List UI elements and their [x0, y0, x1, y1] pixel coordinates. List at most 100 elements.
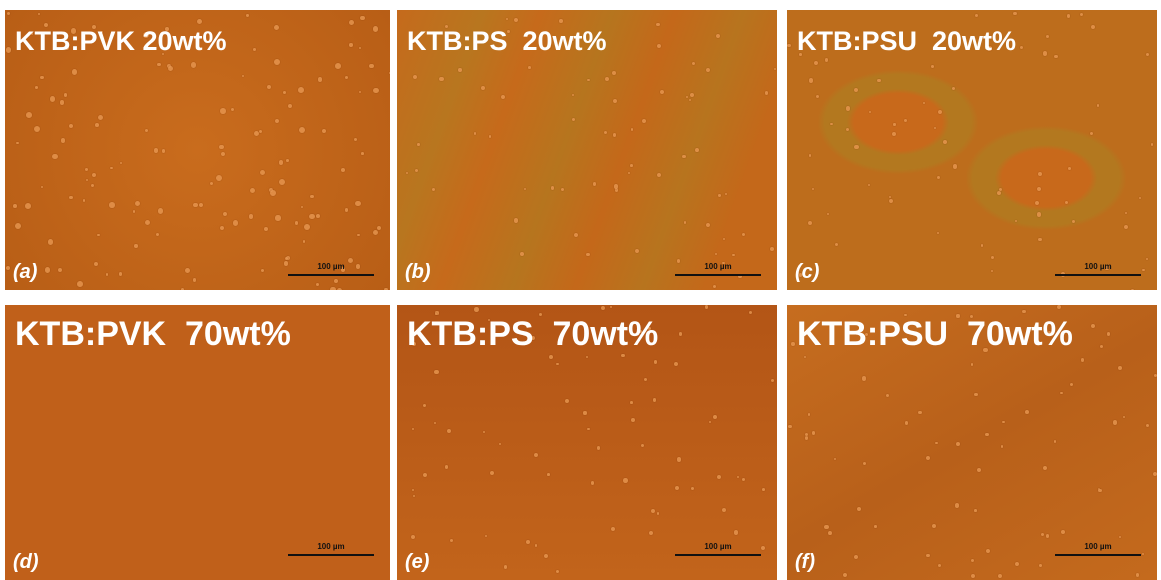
particle	[641, 444, 644, 447]
particle	[1131, 289, 1133, 290]
particle	[92, 173, 96, 177]
particle	[415, 169, 418, 172]
particle	[1146, 258, 1148, 260]
particle	[286, 159, 289, 162]
particle	[1065, 201, 1069, 205]
particle	[938, 110, 942, 114]
scale-bar: 100 µm	[675, 274, 761, 276]
particle	[689, 99, 691, 101]
particle	[221, 152, 225, 156]
particle	[254, 131, 259, 136]
scale-bar: 100 µm	[288, 554, 374, 556]
particle	[991, 270, 993, 272]
particle	[857, 507, 861, 511]
particle	[445, 465, 448, 468]
particle	[1043, 51, 1047, 55]
particle	[458, 68, 461, 71]
particle	[1038, 172, 1042, 176]
particle	[991, 256, 994, 259]
particle	[591, 481, 595, 485]
particle	[1123, 416, 1125, 418]
particle	[986, 549, 990, 553]
particle	[41, 186, 43, 188]
particle	[812, 431, 816, 435]
particle	[447, 429, 451, 433]
particle	[1002, 421, 1005, 424]
particle	[316, 283, 319, 286]
particle	[869, 111, 871, 113]
particle	[1015, 220, 1017, 222]
particle	[270, 190, 276, 196]
particle	[283, 91, 286, 94]
particle	[1061, 530, 1065, 534]
particle	[561, 188, 564, 191]
particle	[474, 307, 478, 311]
particle	[770, 247, 774, 251]
particle	[868, 184, 870, 186]
panel-label: (b)	[405, 261, 431, 284]
particle	[601, 306, 605, 310]
particle	[597, 446, 600, 449]
particle	[809, 154, 811, 156]
particle	[656, 23, 660, 27]
particle	[220, 108, 226, 114]
micrograph-panel: KTB:PS 70wt%(e)100 µm	[397, 305, 777, 580]
particle	[417, 143, 419, 145]
particle	[682, 155, 685, 158]
particle	[1107, 332, 1111, 336]
particle	[1070, 383, 1073, 386]
particle	[1037, 187, 1041, 191]
particle	[499, 443, 501, 445]
particle	[259, 130, 262, 133]
particle	[889, 199, 893, 203]
micrograph-panel: KTB:PVK 20wt%(a)100 µm	[5, 10, 390, 290]
particle	[717, 475, 721, 479]
particle	[275, 215, 280, 220]
particle	[630, 401, 633, 404]
particle	[905, 421, 909, 425]
particle	[199, 203, 203, 207]
particle	[587, 428, 589, 430]
particle	[1054, 55, 1058, 59]
particle	[1060, 392, 1062, 394]
particle	[373, 88, 378, 93]
particle	[877, 79, 881, 83]
particle	[288, 104, 292, 108]
particle	[181, 288, 184, 290]
particle	[886, 394, 889, 397]
particle	[644, 378, 648, 382]
particle	[275, 119, 279, 123]
particle	[423, 473, 427, 477]
particle	[926, 456, 930, 460]
particle	[526, 540, 530, 544]
particle	[981, 244, 984, 247]
particle	[787, 44, 790, 47]
particle	[197, 19, 202, 24]
particle	[556, 363, 558, 365]
particle	[253, 48, 256, 51]
particle	[413, 75, 417, 79]
particle	[706, 68, 710, 72]
particle	[95, 123, 99, 127]
particle	[69, 124, 73, 128]
particle	[490, 471, 494, 475]
particle	[791, 342, 794, 345]
particle	[551, 186, 555, 190]
particle	[106, 273, 108, 275]
scale-bar: 100 µm	[1055, 554, 1141, 556]
particle	[34, 126, 40, 132]
particle	[349, 20, 354, 25]
particle	[955, 503, 959, 507]
particle	[788, 425, 791, 428]
particle	[613, 133, 617, 137]
particle	[938, 564, 941, 567]
particle	[193, 278, 197, 282]
particle	[937, 232, 939, 234]
particle	[40, 76, 44, 80]
particle	[732, 254, 735, 257]
particle	[586, 356, 588, 358]
particle	[574, 233, 578, 237]
particle	[635, 249, 639, 253]
particle	[295, 221, 298, 224]
particle	[91, 184, 94, 187]
